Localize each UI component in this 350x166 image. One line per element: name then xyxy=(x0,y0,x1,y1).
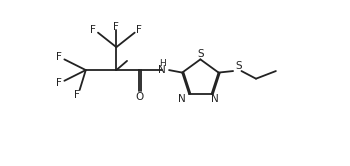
Text: N: N xyxy=(211,94,218,104)
Text: F: F xyxy=(56,52,62,62)
Text: F: F xyxy=(56,78,62,88)
Text: S: S xyxy=(236,61,243,72)
Text: S: S xyxy=(197,49,204,59)
Text: F: F xyxy=(91,25,96,35)
Text: F: F xyxy=(136,25,142,35)
Text: O: O xyxy=(135,92,143,102)
Text: N: N xyxy=(178,93,186,104)
Text: H: H xyxy=(159,59,166,68)
Text: F: F xyxy=(113,22,119,32)
Text: N: N xyxy=(158,65,166,75)
Text: F: F xyxy=(74,89,79,100)
